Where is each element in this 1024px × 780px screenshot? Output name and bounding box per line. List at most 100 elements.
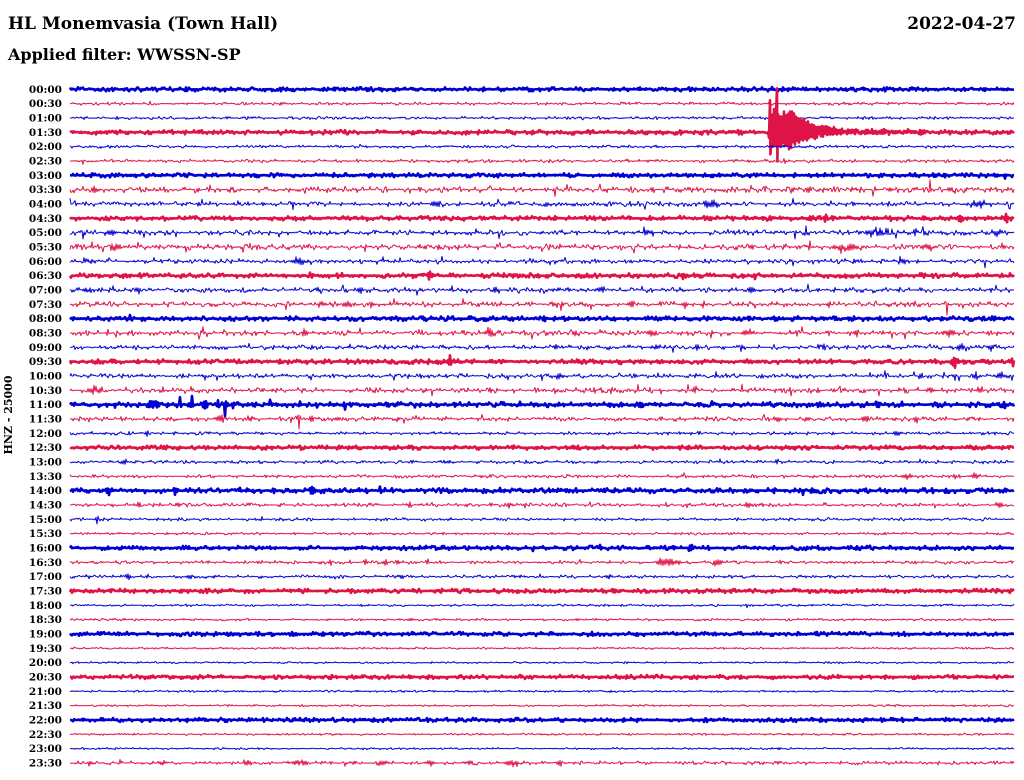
station-title: HL Monemvasia (Town Hall) <box>8 14 279 34</box>
time-label: 10:00 <box>29 371 62 383</box>
time-label: 12:30 <box>29 442 62 454</box>
time-label: 16:30 <box>29 557 62 569</box>
time-label: 01:00 <box>29 113 62 125</box>
time-label: 20:30 <box>29 672 62 684</box>
time-label: 13:00 <box>29 457 62 469</box>
trace-row-0930 <box>68 353 1016 370</box>
trace-row-2330 <box>69 759 1015 768</box>
time-label: 02:30 <box>29 156 62 168</box>
record-date: 2022-04-27 <box>907 14 1016 34</box>
trace-row-1130 <box>69 414 1015 430</box>
time-label: 18:30 <box>29 614 62 626</box>
trace-row-2230 <box>69 732 1015 736</box>
trace-row-0400 <box>69 197 1015 211</box>
time-label: 11:00 <box>29 399 62 411</box>
trace-row-1500 <box>69 515 1015 525</box>
time-label: 09:30 <box>29 356 62 368</box>
trace-row-1700 <box>69 573 1015 581</box>
trace-row-0330 <box>69 179 1015 197</box>
time-label: 00:00 <box>29 84 62 96</box>
applied-filter-label: Applied filter: WWSSN-SP <box>8 45 241 64</box>
time-label: 05:30 <box>29 242 62 254</box>
time-label: 03:00 <box>29 170 62 182</box>
trace-row-1330 <box>69 472 1014 480</box>
trace-row-2030 <box>69 673 1015 681</box>
trace-row-1630 <box>69 557 1015 567</box>
trace-row-0800 <box>69 313 1015 323</box>
time-label: 09:00 <box>29 342 62 354</box>
time-label: 04:30 <box>29 213 62 225</box>
time-label: 22:00 <box>29 715 62 727</box>
time-label: 22:30 <box>29 729 62 741</box>
time-label: 07:30 <box>29 299 62 311</box>
trace-row-0900 <box>70 342 1015 353</box>
time-label: 10:30 <box>29 385 62 397</box>
time-label: 21:30 <box>29 700 62 712</box>
time-label: 19:30 <box>29 643 62 655</box>
time-label: 19:00 <box>29 629 62 641</box>
time-label: 03:30 <box>29 184 62 196</box>
time-label: 04:00 <box>29 199 62 211</box>
time-label: 12:00 <box>29 428 62 440</box>
trace-row-1600 <box>68 543 1015 553</box>
trace-row-1400 <box>69 485 1015 497</box>
trace-row-0630 <box>68 270 1016 281</box>
time-label: 17:30 <box>29 586 62 598</box>
channel-scale-label: HNZ - 25000 <box>2 375 15 454</box>
time-label: 06:00 <box>29 256 62 268</box>
trace-row-0730 <box>69 298 1015 316</box>
trace-row-0700 <box>69 283 1014 296</box>
time-label: 08:30 <box>29 328 62 340</box>
time-label: 07:00 <box>29 285 62 297</box>
trace-row-2300 <box>69 747 1015 751</box>
trace-row-1800 <box>70 603 1015 609</box>
time-label: 17:00 <box>29 571 62 583</box>
trace-row-1830 <box>69 617 1014 622</box>
trace-row-0500 <box>69 225 1015 240</box>
time-label: 05:00 <box>29 227 62 239</box>
trace-row-1000 <box>69 370 1015 382</box>
trace-row-0000 <box>68 85 1015 93</box>
trace-row-1730 <box>68 587 1015 595</box>
trace-row-1300 <box>69 458 1015 465</box>
time-label: 21:00 <box>29 686 62 698</box>
time-label: 23:30 <box>29 758 62 770</box>
trace-row-0430 <box>69 212 1015 224</box>
time-label: 13:30 <box>29 471 62 483</box>
trace-row-1530 <box>69 531 1015 536</box>
trace-row-1230 <box>69 444 1015 452</box>
trace-row-2200 <box>69 716 1015 724</box>
time-label: 20:00 <box>29 657 62 669</box>
trace-row-2000 <box>69 661 1015 665</box>
trace-row-0200 <box>69 143 1015 149</box>
trace-row-2100 <box>69 689 1015 693</box>
trace-row-1100 <box>68 394 1016 418</box>
time-label: 14:30 <box>29 500 62 512</box>
trace-row-0600 <box>69 255 1015 269</box>
time-label: 16:00 <box>29 543 62 555</box>
trace-row-0830 <box>69 326 1015 340</box>
time-label: 23:00 <box>29 743 62 755</box>
trace-row-0300 <box>69 172 1015 180</box>
time-label: 08:00 <box>29 313 62 325</box>
trace-row-0130 <box>69 87 1015 163</box>
time-label: 15:30 <box>29 528 62 540</box>
time-label: 06:30 <box>29 270 62 282</box>
time-label: 11:30 <box>29 414 62 426</box>
time-label: 18:00 <box>29 600 62 612</box>
trace-row-1200 <box>69 430 1015 437</box>
time-label: 01:30 <box>29 127 62 139</box>
time-label: 00:30 <box>29 98 62 110</box>
trace-row-1030 <box>69 383 1015 397</box>
trace-row-0100 <box>70 115 1015 121</box>
trace-row-0030 <box>69 100 1015 106</box>
trace-row-0230 <box>69 158 1015 165</box>
trace-row-2130 <box>70 704 1014 708</box>
trace-row-1430 <box>69 501 1014 509</box>
time-label: 02:00 <box>29 141 62 153</box>
time-label: 14:00 <box>29 485 62 497</box>
trace-row-0530 <box>69 240 1015 255</box>
time-label: 15:00 <box>29 514 62 526</box>
